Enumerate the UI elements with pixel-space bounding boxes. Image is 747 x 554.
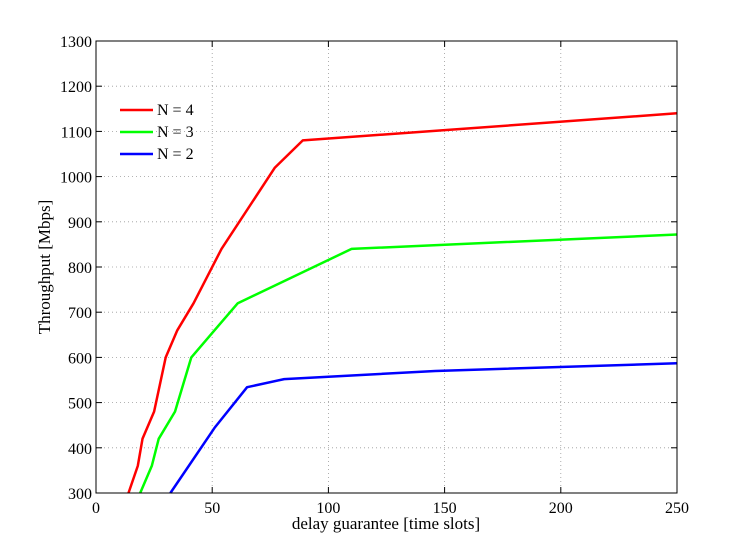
grid — [96, 41, 677, 493]
y-tick-label: 900 — [68, 215, 92, 232]
y-axis-label: Throughput [Mbps] — [35, 200, 54, 335]
x-tick-label: 0 — [92, 500, 100, 517]
y-tick-label: 700 — [68, 305, 92, 322]
series-line-3 — [169, 362, 678, 494]
legend-label-1: N = 4 — [157, 102, 194, 119]
y-tick-label: 1300 — [60, 34, 92, 51]
series-line-2 — [139, 233, 678, 494]
ticks — [95, 40, 678, 494]
y-tick-label: 400 — [68, 441, 92, 458]
x-tick-label: 50 — [204, 500, 220, 517]
x-axis-label: delay guarantee [time slots] — [292, 514, 480, 533]
legend: N = 4 N = 3 N = 2 — [120, 102, 194, 163]
series-layer — [127, 112, 678, 494]
y-tick-label: 500 — [68, 396, 92, 413]
y-tick-label: 800 — [68, 260, 92, 277]
legend-label-2: N = 3 — [157, 124, 194, 141]
x-tick-label: 100 — [316, 500, 340, 517]
x-tick-labels: 0 50 100 150 200 250 — [92, 500, 689, 517]
y-tick-labels: 300 400 500 600 700 800 900 1000 1100 1200 1300 — [60, 34, 92, 503]
x-tick-label: 150 — [433, 500, 457, 517]
y-tick-label: 600 — [68, 350, 92, 367]
y-tick-label: 300 — [68, 486, 92, 503]
x-tick-label: 250 — [665, 500, 689, 517]
x-tick-label: 200 — [549, 500, 573, 517]
y-tick-label: 1200 — [60, 79, 92, 96]
legend-label-3: N = 2 — [157, 146, 194, 163]
y-tick-label: 1100 — [61, 124, 92, 141]
series-line-1 — [127, 112, 678, 494]
y-tick-label: 1000 — [60, 170, 92, 187]
